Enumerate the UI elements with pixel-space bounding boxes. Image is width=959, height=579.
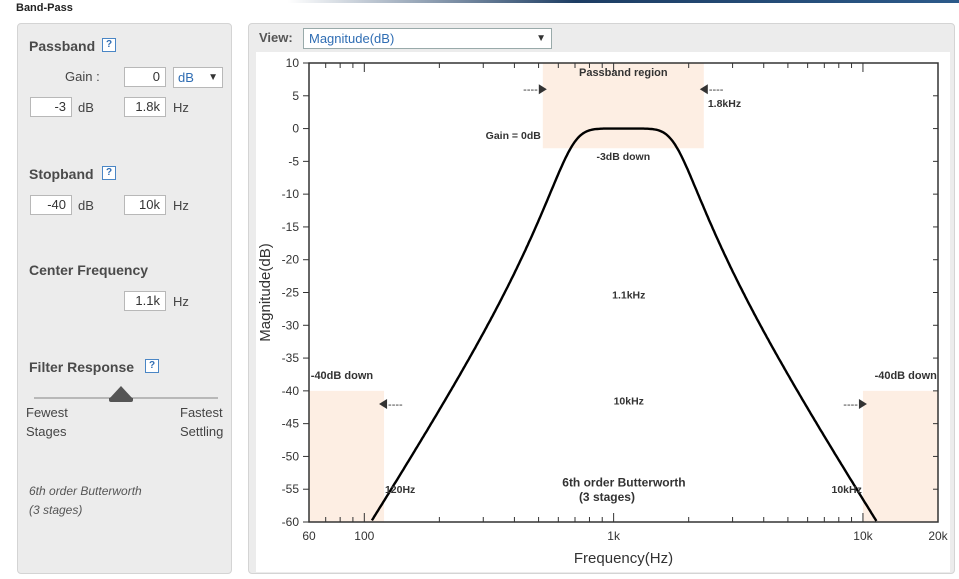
passband-edge-label: 1.8kHz [708, 98, 741, 110]
magnitude-chart: 1050-5-10-15-20-25-30-35-40-45-50-55-606… [257, 56, 949, 567]
gain-label: Gain = 0dB [486, 130, 542, 142]
region-stopband-high [862, 390, 938, 522]
passband-frequency-unit: Hz [173, 100, 189, 115]
gain-label: Gain : [65, 69, 100, 84]
stopband-low-arrow-icon-dashes: ---- [388, 399, 403, 411]
x-tick-label: 20k [928, 529, 948, 543]
filter-response-title: Filter Response [29, 359, 135, 375]
filter-note-line2: (3 stages) [29, 503, 83, 517]
center-frequency-label: 1.1kHz [612, 289, 645, 301]
chart-area: 10 5 0 -5 -10 -15 -20 -25 -30 -35 -40 -45 -50 -55 -60 6… [256, 52, 950, 572]
passband-attenuation-unit: dB [78, 100, 94, 115]
view-select[interactable]: Magnitude(dB) ▼ [303, 28, 552, 49]
stopband-high-arrow-icon [858, 398, 867, 409]
y-tick-label: -10 [282, 187, 300, 201]
y-tick-label: -40 [282, 384, 300, 398]
passband-help-icon[interactable]: ? [102, 38, 116, 52]
filter-response-help-icon[interactable]: ? [145, 359, 159, 373]
passband-right-arrow-icon [699, 84, 708, 95]
stopband-frequency-unit: Hz [173, 198, 189, 213]
app-title: Band-Pass [16, 2, 73, 14]
view-select-value: Magnitude(dB) [309, 31, 395, 46]
passband-region-label: Passband region [579, 67, 668, 79]
center-frequency-title: Center Frequency [29, 262, 149, 278]
stopband-attenuation-unit: dB [78, 198, 94, 213]
stopband-frequency-input[interactable]: 10k [124, 195, 166, 215]
gain-unit-select[interactable]: dB ▼ [173, 67, 223, 88]
response-slider-thumb[interactable] [109, 386, 133, 399]
magnitude-series-line [370, 127, 878, 522]
gain-input[interactable]: 0 [124, 67, 166, 87]
y-tick-label: 0 [292, 122, 299, 136]
x-axis-title: Frequency(Hz) [574, 550, 673, 567]
y-tick-label: -25 [282, 286, 300, 300]
x-tick-label: 10k [853, 529, 873, 543]
stopband-high-label: -40dB down [875, 370, 938, 382]
center-frequency-unit: Hz [173, 294, 189, 309]
region-passband [542, 63, 704, 149]
y-tick-label: -30 [282, 318, 300, 332]
chevron-down-icon: ▼ [536, 33, 546, 44]
fewest-label: Fewest [26, 405, 68, 420]
y-tick-label: -5 [288, 154, 299, 168]
region-stopband-low [309, 390, 385, 522]
y-tick-label: -20 [282, 253, 300, 267]
passband-attenuation-input[interactable]: -3 [30, 97, 72, 117]
x-tick-label: 100 [354, 529, 374, 543]
stopband-title: Stopband [29, 166, 94, 182]
y-tick-label: 5 [292, 89, 299, 103]
passband-right-arrow-icon-dashes: ---- [709, 84, 724, 96]
settling-label: Settling [180, 424, 224, 439]
gain-unit-value: dB [178, 70, 194, 85]
stopband-low-arrow-icon [379, 398, 388, 409]
passband-left-arrow-icon [538, 84, 547, 95]
passband-title: Passband [29, 38, 96, 54]
y-tick-label: -60 [282, 515, 300, 529]
y-tick-label: -45 [282, 417, 300, 431]
minus3-label: -3dB down [596, 151, 650, 163]
view-label: View: [259, 30, 293, 45]
x-tick-label: 60 [302, 529, 316, 543]
stopband-attenuation-input[interactable]: -40 [30, 195, 72, 215]
passband-frequency-input[interactable]: 1.8k [124, 97, 166, 117]
low-edge-label: 120Hz [385, 484, 415, 496]
y-tick-label: -50 [282, 449, 300, 463]
x-tick-label: 1k [607, 529, 621, 543]
order-label-line1: 6th order Butterworth [562, 476, 685, 490]
stopband-edge-label: 10kHz [614, 396, 644, 408]
stopband-low-label: -40dB down [311, 370, 374, 382]
high-edge-label: 10kHz [832, 484, 862, 496]
response-slider-thumb-base[interactable] [109, 398, 133, 402]
y-axis-title: Magnitude(dB) [257, 243, 274, 341]
stages-label: Stages [26, 424, 67, 439]
y-tick-label: -55 [282, 482, 300, 496]
y-tick-label: 10 [286, 56, 300, 70]
passband-left-arrow-icon-dashes: ---- [523, 84, 538, 96]
stopband-high-arrow-icon-dashes: ---- [843, 399, 858, 411]
chevron-down-icon: ▼ [208, 72, 218, 83]
y-tick-label: -35 [282, 351, 300, 365]
y-tick-label: -15 [282, 220, 300, 234]
filter-note-line1: 6th order Butterworth [29, 484, 142, 498]
order-label-line2: (3 stages) [579, 490, 635, 504]
fastest-label: Fastest [180, 405, 223, 420]
center-frequency-input[interactable]: 1.1k [124, 291, 166, 311]
window-top-bar [0, 0, 959, 3]
stopband-help-icon[interactable]: ? [102, 166, 116, 180]
